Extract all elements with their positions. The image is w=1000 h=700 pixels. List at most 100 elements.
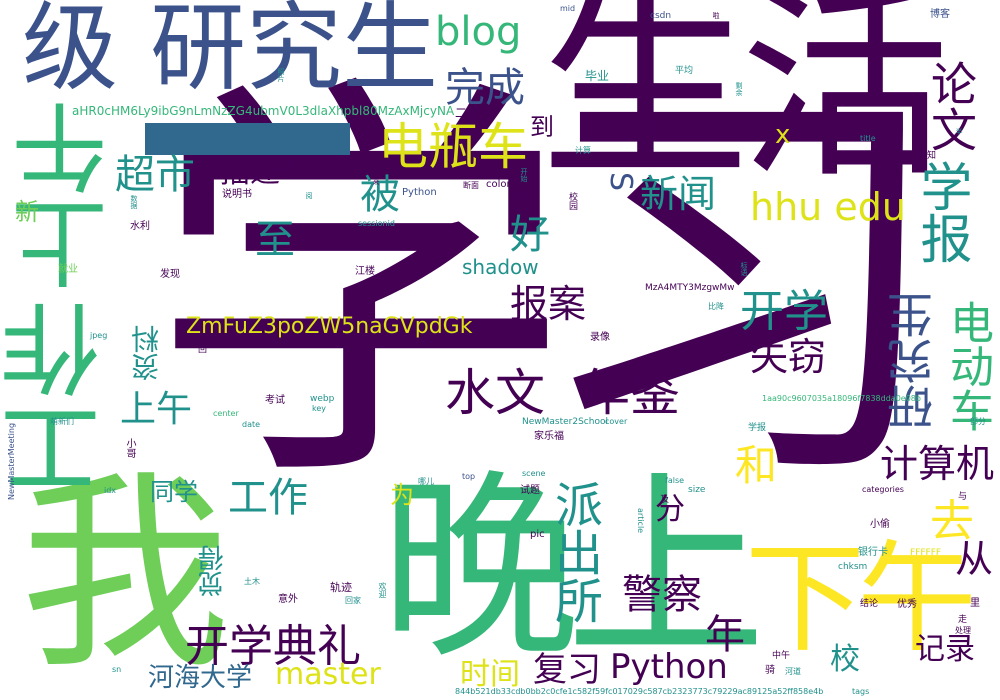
word-s: S <box>603 172 638 192</box>
word-yue: 阅 <box>305 192 313 199</box>
word-fuxi: 复习 <box>533 650 601 690</box>
word-kaoshi: 考试 <box>265 395 285 406</box>
word-biaoyu: 标语 <box>740 262 748 276</box>
word-kaishi: 开始 <box>520 168 528 182</box>
word-biye: 毕业 <box>585 69 610 83</box>
word-pingjun: 平均 <box>675 66 694 76</box>
word-erji: 二级 <box>455 106 480 120</box>
word-lunwen: 论文 <box>924 60 978 152</box>
word-ahr0: aHR0cHM6Ly9ibG9nLmNzZG4ubmV0L3dlaXhpbl80… <box>72 104 455 118</box>
word-yanjiusheng-v: 研究生 <box>886 292 940 430</box>
word-title: title <box>860 134 876 143</box>
word-hash-844b: 844b521db33cdb0bb2c0cfe1c582f59fc017029c… <box>455 687 824 696</box>
word-duanmian: 断面 <box>463 181 479 190</box>
word-jpeg: jpeg <box>90 331 108 340</box>
word-shuiwen: 水文 <box>445 364 545 422</box>
word-master: master <box>275 657 381 692</box>
word-sn: sn <box>112 665 122 674</box>
word-fen: 分 <box>655 492 685 527</box>
word-xuebao-small: 学报 <box>748 423 767 433</box>
word-cong: 从 <box>955 537 994 581</box>
word-csdn: csdn <box>650 11 672 21</box>
word-bijiang: 比降 <box>708 302 724 311</box>
word-xuebao: 学报 <box>911 160 971 264</box>
word-zmfu: ZmFuZ3poZW5naGVpdGk <box>186 314 473 339</box>
word-wanshang: 晚上 <box>380 453 766 686</box>
word-guihua: 桂花 <box>510 194 530 205</box>
word-xiaosi: 小哥 <box>124 438 135 458</box>
word-shijian: 时间 <box>460 657 520 692</box>
word-ji-tiny: 啦 <box>712 12 720 19</box>
word-categories: categories <box>862 485 904 494</box>
word-xie: 写 <box>715 113 742 143</box>
word-bei: 被 <box>360 172 400 218</box>
word-size: size <box>688 485 706 495</box>
word-jingcha: 警察 <box>622 572 702 618</box>
word-miaoshu: 描述 <box>220 155 280 190</box>
word-xinwen: 新闻 <box>640 172 717 216</box>
word-guiji: 轨迹 <box>330 581 352 594</box>
word-shuomingshu: 说明书 <box>222 189 252 200</box>
word-shenghuo: 生活 <box>540 0 950 207</box>
word-shuju: 数据 <box>130 195 138 209</box>
word-idx: idx <box>104 486 117 495</box>
word-cover: cover <box>605 417 628 426</box>
word-yu: 与 <box>958 492 968 502</box>
word-shiqie: 失窃 <box>750 335 827 379</box>
word-chuli: 处理 <box>955 626 971 635</box>
word-dao: 到 <box>530 113 554 141</box>
word-youxiu: 优秀 <box>897 599 917 610</box>
word-wei: 为 <box>390 481 414 509</box>
word-juede: 觉得 <box>198 545 228 597</box>
word-x: x <box>775 120 791 150</box>
word-chksm: chksm <box>838 562 868 572</box>
word-boke: 博客 <box>930 9 950 20</box>
word-tumu: 土木 <box>244 577 260 586</box>
word-yanjiusheng: 研究生 <box>150 0 438 104</box>
word-xiaoyuan: 校园 <box>567 192 577 210</box>
word-jiankong: 监控 <box>278 162 298 173</box>
word-python-big: Python <box>610 647 728 687</box>
word-blog: blog <box>435 9 522 55</box>
word-yinhangka: 银行卡 <box>858 547 888 558</box>
word-top: top <box>462 472 476 481</box>
word-xiao: 校 <box>830 642 860 677</box>
word-paichusuo: 派出所 <box>546 480 602 624</box>
word-dianpingche: 电瓶车 <box>378 118 528 176</box>
word-shangwu-mid: 上午 <box>120 389 193 430</box>
word-zhaopian: 照片 <box>277 68 285 82</box>
word-rizhi: 日志 <box>650 113 698 141</box>
word-ziliao: 资料 <box>130 325 163 381</box>
word-nian: 年 <box>705 612 745 658</box>
word-tags: tags <box>852 687 870 696</box>
word-lai: 来 <box>372 178 380 185</box>
word-chaoshi: 超市 <box>115 152 195 198</box>
word-sessionid: sessionid <box>358 219 395 228</box>
word-zhi: 至 <box>255 217 295 263</box>
word-jianglou: 江楼 <box>355 266 375 277</box>
word-xiaotou: 小偷 <box>870 519 890 530</box>
word-he: 和 <box>735 441 778 490</box>
word-webp: webp <box>310 394 335 404</box>
word-center: center <box>213 409 239 418</box>
word-scene: scene <box>522 469 546 478</box>
word-ji-small: 及 <box>660 495 670 505</box>
word-hedao: 河道 <box>785 667 801 676</box>
word-huijia: 回家 <box>345 596 361 605</box>
word-shuili: 水利 <box>130 221 150 232</box>
word-ffffff: FFFFFF <box>910 548 942 558</box>
word-ji: 级 <box>22 0 118 104</box>
word-hhu-edu: hhu edu <box>750 185 906 229</box>
word-qi: 骑 <box>765 665 775 676</box>
word-zou: 走 <box>958 615 968 625</box>
word-hao: 好 <box>510 212 550 258</box>
word-newmaster2school: NewMaster2School <box>522 417 608 427</box>
word-nianjian: 年鉴 <box>580 364 680 422</box>
word-jialefu: 家乐福 <box>534 431 564 442</box>
word-hehai: 河海大学 <box>148 663 253 693</box>
word-diandongche: 电动车 <box>942 300 993 432</box>
word-kaixue: 开学 <box>740 286 828 337</box>
word-jiuye: 就业 <box>58 264 78 275</box>
word-article: article <box>636 508 645 534</box>
